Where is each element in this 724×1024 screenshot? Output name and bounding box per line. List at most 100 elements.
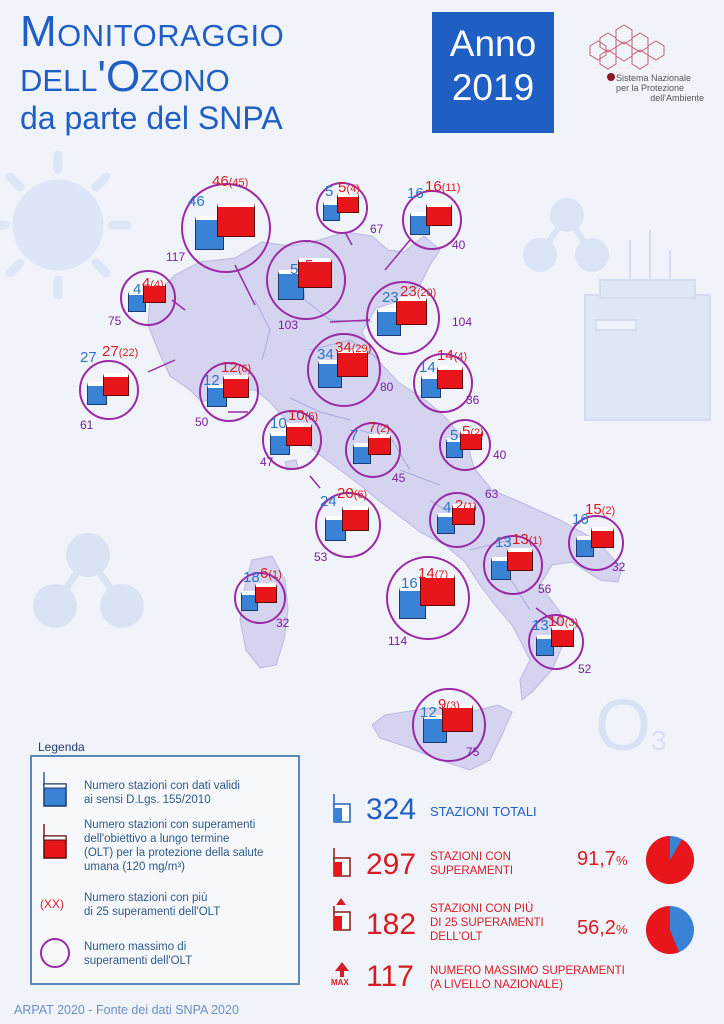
region-over25-value: (6) bbox=[353, 489, 368, 501]
legend-item-max-line2: superamenti dell'OLT bbox=[84, 955, 193, 967]
footer-source: ARPAT 2020 - Fonte dei dati SNPA 2020 bbox=[14, 1003, 239, 1017]
region-max-circle bbox=[315, 492, 381, 558]
region-exceed-value: 5 bbox=[305, 257, 314, 274]
region-over25-value: (4) bbox=[313, 261, 327, 273]
region-max-circle bbox=[199, 362, 259, 422]
region-over25-value: (20) bbox=[416, 287, 437, 299]
region-max-circle bbox=[266, 240, 346, 320]
region-exceed-value: 6 bbox=[260, 565, 269, 582]
region-max-exceed: 32 bbox=[276, 616, 290, 630]
region-exceed-count: 14(4) bbox=[437, 348, 467, 363]
region-exceed-count: 20(6) bbox=[337, 486, 367, 501]
region-red-station-icon bbox=[254, 583, 277, 603]
region-exceed-value: 10 bbox=[288, 407, 305, 424]
region-max-circle bbox=[413, 353, 473, 413]
region-exceed-value: 13 bbox=[512, 531, 529, 548]
region-exceed-count: 2(1) bbox=[455, 498, 477, 513]
snpa-logo-text: Sistema Nazionale per la Protezione dell… bbox=[604, 73, 704, 103]
region-valid-count: 12 bbox=[203, 372, 220, 389]
stat-total-number: 324 bbox=[366, 793, 417, 826]
region-red-station-icon bbox=[103, 372, 129, 396]
region-max-circle bbox=[439, 419, 491, 471]
region-exceed-value: 16 bbox=[425, 178, 442, 195]
stat-exceed-percent-sign: % bbox=[615, 853, 628, 868]
logo-hexagons-icon bbox=[589, 24, 665, 81]
legend-item-exceed-line3: (OLT) per la protezione della salute bbox=[84, 847, 264, 859]
logo-line1: Sistema Nazionale bbox=[616, 73, 692, 83]
region-valid-count: 34 bbox=[317, 346, 334, 363]
region-max-exceed: 47 bbox=[260, 455, 274, 469]
region-valid-count: 46 bbox=[188, 193, 205, 210]
legend-purple-circle-icon bbox=[40, 938, 70, 968]
pie-over25 bbox=[645, 906, 694, 954]
stat-max-icon-label: MAX bbox=[331, 978, 349, 987]
region-valid-count: 12 bbox=[420, 704, 437, 721]
region-exceed-value: 27 bbox=[102, 343, 119, 360]
region-max-circle bbox=[307, 333, 381, 407]
region-exceed-value: 4 bbox=[142, 275, 151, 292]
stat-max-label-line1: NUMERO MASSIMO SUPERAMENTI bbox=[430, 965, 625, 977]
stat-max-label-line2: (A LIVELLO NAZIONALE) bbox=[430, 979, 563, 991]
region-red-station-icon bbox=[590, 527, 614, 549]
region-valid-count: 23 bbox=[382, 289, 399, 306]
region-over25-value: (4) bbox=[150, 279, 164, 291]
region-max-circle bbox=[181, 183, 271, 273]
stat-exceed-label-line1: STAZIONI CON bbox=[430, 851, 511, 863]
region-red-station-icon bbox=[419, 574, 455, 606]
region-over25-value: (7) bbox=[434, 569, 449, 581]
region-exceed-count: 5(4) bbox=[338, 180, 360, 195]
region-exceed-count: 15(2) bbox=[585, 502, 615, 517]
region-max-exceed: 53 bbox=[314, 550, 328, 564]
region-valid-count: 5 bbox=[325, 183, 334, 200]
region-max-exceed: 50 bbox=[195, 415, 209, 429]
stat-max-label: NUMERO MASSIMO SUPERAMENTI (A LIVELLO NA… bbox=[430, 964, 625, 992]
region-red-station-icon bbox=[550, 626, 574, 648]
region-max-exceed: 36 bbox=[466, 393, 480, 407]
region-red-station-icon bbox=[395, 297, 427, 325]
region-max-circle bbox=[234, 572, 286, 624]
legend-item-over25: Numero stazioni con più di 25 superament… bbox=[84, 891, 220, 919]
region-max-exceed: 61 bbox=[80, 418, 94, 432]
region-over25-value: (1) bbox=[528, 535, 543, 547]
legend-item-over25-line1: Numero stazioni con più bbox=[84, 892, 208, 904]
year-value: 2019 bbox=[451, 67, 535, 109]
region-over25-value: (4) bbox=[453, 351, 468, 363]
region-valid-count: 5 bbox=[290, 261, 299, 278]
region-exceed-value: 14 bbox=[418, 565, 435, 582]
region-over25-value: (22) bbox=[118, 347, 139, 359]
region-exceed-count: 13(1) bbox=[512, 532, 542, 547]
legend-item-exceed-line4: umana (120 mg/m³) bbox=[84, 861, 185, 873]
region-exceed-value: 34 bbox=[335, 339, 352, 356]
region-valid-count: 4 bbox=[443, 499, 452, 516]
stat-over25-label-line1: STAZIONI CON PIÙ bbox=[430, 903, 534, 915]
region-red-station-icon bbox=[507, 547, 533, 571]
region-exceed-value: 12 bbox=[221, 359, 238, 376]
region-exceed-count: 7(2) bbox=[368, 420, 390, 435]
region-exceed-value: 20 bbox=[337, 485, 354, 502]
region-exceed-count: 10(5) bbox=[288, 408, 318, 423]
stat-over25-percent-value: 56,2 bbox=[577, 917, 616, 939]
region-exceed-count: 5(4) bbox=[305, 258, 327, 273]
legend-item-valid-line1: Numero stazioni con dati validi bbox=[84, 780, 240, 792]
region-max-circle bbox=[120, 270, 176, 326]
molecule-icon-left bbox=[33, 533, 144, 628]
region-red-station-icon bbox=[367, 434, 391, 456]
stat-max-arrow-icon bbox=[335, 962, 349, 977]
stat-max-number: 117 bbox=[366, 960, 414, 993]
year-label: Anno bbox=[449, 23, 537, 64]
region-exceed-count: 23(20) bbox=[400, 284, 436, 299]
region-max-circle bbox=[316, 182, 368, 234]
region-exceed-value: 10 bbox=[548, 613, 565, 630]
region-valid-count: 7 bbox=[350, 427, 359, 444]
region-exceed-count: 12(6) bbox=[221, 360, 251, 375]
stat-total-label: STAZIONI TOTALI bbox=[430, 804, 537, 819]
region-exceed-value: 7 bbox=[368, 419, 377, 436]
stat-exceed-label: STAZIONI CON SUPERAMENTI bbox=[430, 850, 513, 878]
region-max-circle bbox=[528, 614, 584, 670]
region-valid-count: 10 bbox=[270, 415, 287, 432]
legend-box bbox=[30, 755, 300, 985]
region-red-station-icon bbox=[341, 506, 369, 532]
stat-exceed-label-line2: SUPERAMENTI bbox=[430, 865, 514, 877]
region-exceed-count: 14(7) bbox=[418, 566, 448, 581]
